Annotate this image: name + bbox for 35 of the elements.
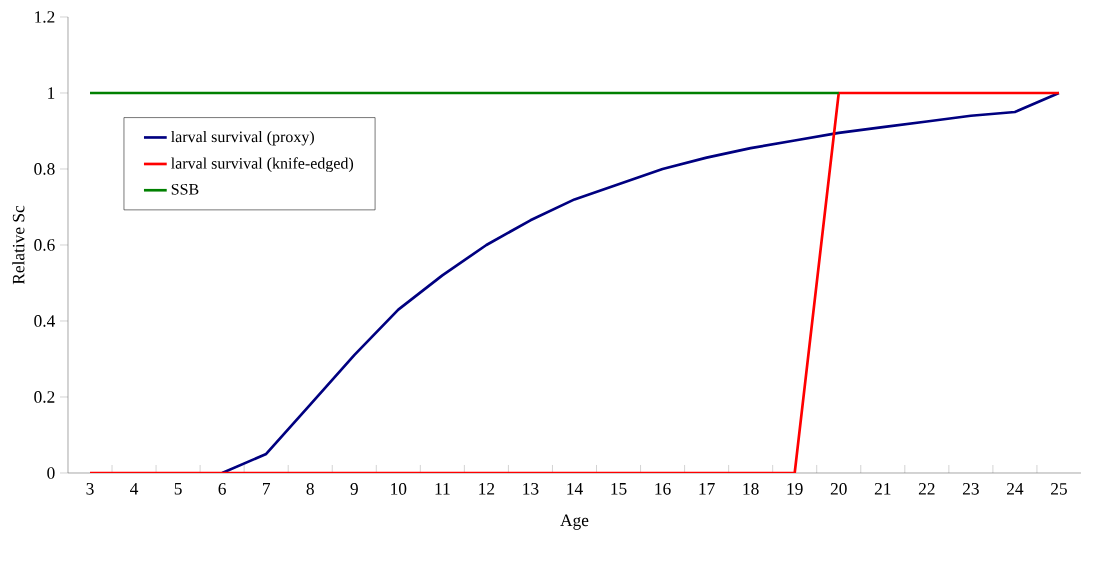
x-tick-label: 11 bbox=[435, 483, 450, 495]
x-tick-label: 17 bbox=[699, 483, 715, 495]
x-tick-label: 5 bbox=[174, 483, 182, 495]
y-axis-title: Relative Sc bbox=[12, 205, 25, 285]
x-tick-label: 21 bbox=[874, 483, 891, 495]
y-tick-label: 0 bbox=[47, 467, 55, 479]
x-tick-label: 23 bbox=[962, 483, 979, 495]
x-tick-label: 20 bbox=[830, 483, 847, 495]
x-tick-label: 19 bbox=[787, 483, 803, 495]
y-tick-label: 0.4 bbox=[34, 315, 56, 327]
legend-label: larval survival (proxy) bbox=[171, 130, 314, 146]
x-tick-label: 15 bbox=[611, 483, 627, 495]
x-tick-label: 12 bbox=[479, 483, 495, 495]
y-tick-label: 0.2 bbox=[34, 391, 55, 403]
y-tick-label: 0.6 bbox=[34, 239, 55, 251]
x-tick-label: 6 bbox=[218, 483, 226, 495]
y-tick-label: 1 bbox=[48, 87, 55, 99]
x-tick-label: 4 bbox=[130, 483, 139, 495]
x-tick-label: 24 bbox=[1007, 483, 1024, 495]
x-tick-label: 3 bbox=[86, 483, 94, 495]
legend-label: SSB bbox=[171, 183, 199, 195]
x-tick-label: 8 bbox=[306, 483, 314, 495]
x-tick-label: 18 bbox=[743, 483, 759, 495]
x-tick-label: 10 bbox=[391, 483, 407, 495]
x-tick-label: 7 bbox=[263, 483, 271, 495]
x-tick-label: 14 bbox=[567, 483, 583, 495]
y-tick-label: 0.8 bbox=[34, 163, 55, 175]
x-tick-label: 16 bbox=[655, 483, 671, 495]
x-tick-label: 25 bbox=[1051, 483, 1067, 495]
x-tick-label: 22 bbox=[918, 483, 935, 495]
y-tick-label: 1.2 bbox=[35, 11, 55, 23]
x-tick-label: 13 bbox=[523, 483, 539, 495]
x-tick-label: 9 bbox=[350, 483, 358, 495]
x-axis-title: Age bbox=[560, 514, 589, 530]
legend-label: larval survival (knife-edged) bbox=[171, 157, 354, 173]
